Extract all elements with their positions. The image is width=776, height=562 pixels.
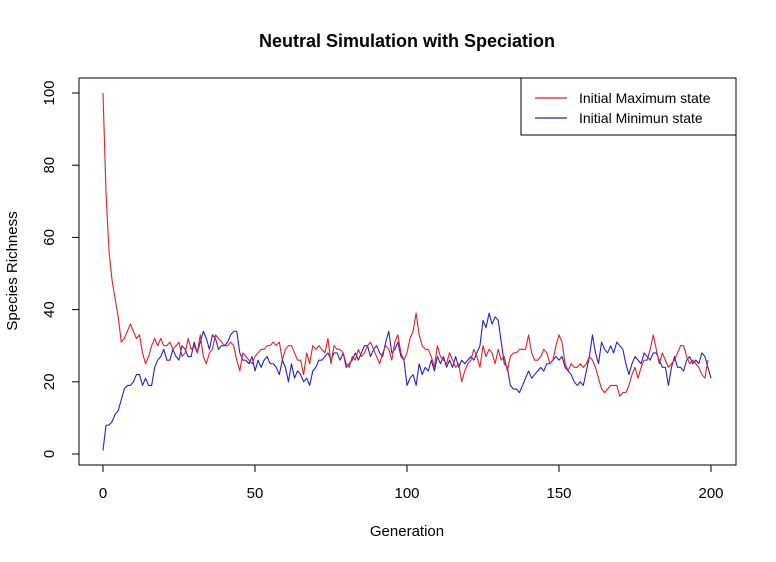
x-tick-label: 50 [247, 485, 264, 502]
legend: Initial Maximum state Initial Minimun st… [520, 77, 737, 136]
y-tick-label: 40 [41, 301, 58, 318]
x-tick-label: 0 [99, 485, 107, 502]
x-tick-label: 200 [698, 485, 723, 502]
plot-frame [78, 77, 737, 466]
chart-title: Neutral Simulation with Speciation [259, 31, 555, 51]
series-line-initial-maximum [102, 92, 709, 397]
x-tick-label: 100 [394, 485, 419, 502]
y-tick-label: 80 [41, 157, 58, 174]
legend-label-max: Initial Maximum state [579, 90, 711, 106]
x-axis-label: Generation [370, 523, 444, 540]
series-line-initial-minimum [102, 312, 712, 451]
y-tick-label: 0 [41, 450, 58, 458]
y-tick-label: 100 [41, 80, 58, 105]
legend-box [520, 77, 737, 136]
y-tick-label: 20 [41, 373, 58, 390]
legend-label-min: Initial Minimun state [579, 110, 703, 126]
y-axis-label: Species Richness [4, 211, 21, 330]
y-tick-label: 60 [41, 229, 58, 246]
x-axis: 0 50 100 150 200 [99, 464, 724, 502]
series-layer [102, 92, 712, 451]
x-tick-label: 150 [546, 485, 571, 502]
y-axis: 0 20 40 60 80 100 [41, 80, 80, 458]
